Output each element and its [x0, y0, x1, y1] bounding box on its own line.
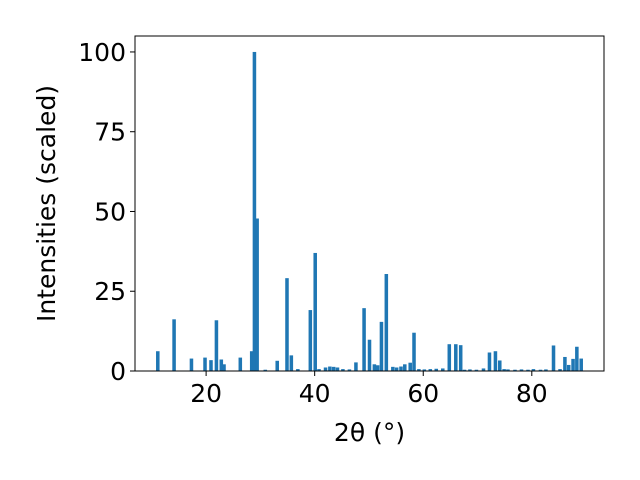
bar [513, 369, 517, 371]
bar [487, 352, 492, 371]
bar [341, 369, 345, 371]
bar [454, 344, 458, 371]
bar [252, 51, 257, 371]
bar [335, 367, 340, 371]
bar [566, 364, 571, 371]
bar [172, 319, 176, 371]
bar [428, 369, 433, 371]
bar [468, 369, 472, 371]
bar [384, 274, 389, 371]
x-axis: 20 40 60 80 [190, 371, 548, 408]
bar [275, 360, 279, 371]
bar [391, 366, 395, 371]
bar [379, 321, 384, 371]
bar [209, 360, 213, 371]
bar [323, 367, 328, 371]
bar [367, 339, 372, 371]
bar [498, 360, 502, 371]
bar [462, 369, 467, 371]
bar [526, 369, 530, 371]
bar [255, 218, 259, 371]
bar [481, 368, 486, 371]
plot-frame [134, 35, 605, 372]
bar [506, 369, 510, 371]
bar [493, 351, 498, 371]
x-tick-label: 80 [516, 379, 548, 408]
y-tick-label: 50 [94, 197, 126, 226]
bar [579, 358, 583, 371]
bar [422, 369, 427, 371]
bar [347, 369, 352, 371]
bar [403, 364, 407, 371]
bar [558, 369, 562, 371]
bar [571, 358, 575, 371]
bar [249, 351, 254, 371]
y-axis-label: Intensities (scaled) [32, 85, 61, 322]
bar [375, 365, 380, 371]
bar [189, 358, 194, 371]
bar [575, 346, 579, 371]
bar [447, 344, 452, 371]
bar [296, 369, 300, 371]
bar [412, 332, 416, 371]
bar [502, 369, 506, 371]
bar [551, 345, 556, 371]
bar [399, 366, 403, 371]
bar [331, 366, 336, 371]
bar [441, 368, 445, 371]
x-tick-label: 60 [407, 379, 439, 408]
bar [289, 355, 294, 371]
y-tick-label: 0 [110, 357, 126, 386]
bar [417, 369, 421, 371]
x-tick-label: 40 [299, 379, 331, 408]
bar [538, 369, 543, 371]
bar [408, 362, 412, 371]
bar [474, 369, 479, 371]
bar [203, 357, 207, 371]
y-tick-label: 25 [94, 277, 126, 306]
y-tick-label: 75 [94, 118, 126, 147]
bar [313, 252, 317, 371]
y-tick-label: 100 [78, 38, 126, 67]
bar [214, 320, 219, 371]
bar [394, 367, 399, 371]
bar [156, 351, 160, 371]
bar-series [156, 51, 583, 371]
bar [563, 356, 567, 371]
bar [308, 310, 313, 371]
bar [328, 366, 332, 371]
bar [285, 278, 289, 371]
x-tick-label: 20 [190, 379, 222, 408]
bar [372, 364, 377, 371]
bar [362, 308, 366, 371]
bar [219, 359, 224, 371]
bar [317, 369, 321, 371]
bar [263, 369, 268, 371]
bar [238, 357, 243, 371]
bar [434, 368, 439, 371]
y-axis: 0 25 50 75 100 [78, 38, 135, 386]
bar [544, 369, 548, 371]
bar [519, 369, 524, 371]
bar [222, 364, 226, 371]
x-axis-label: 2θ (°) [334, 418, 405, 447]
bar [458, 345, 463, 371]
bar [531, 369, 536, 371]
bar [354, 362, 358, 371]
